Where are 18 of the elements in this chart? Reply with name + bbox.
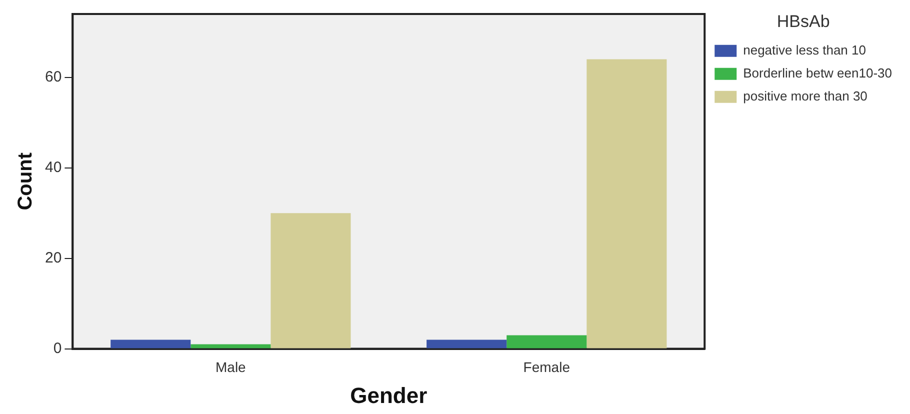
legend-label: positive more than 30 xyxy=(743,88,868,104)
bar xyxy=(190,344,271,348)
bar xyxy=(506,335,587,348)
x-tick-label: Female xyxy=(523,359,570,376)
y-tick-label: 20 xyxy=(44,249,62,266)
bar xyxy=(586,59,667,348)
y-axis-title: Count xyxy=(14,152,37,210)
x-axis-title: Gender xyxy=(350,382,428,408)
bar xyxy=(426,340,507,348)
y-tick-label: 0 xyxy=(53,340,62,357)
x-tick-label: Male xyxy=(215,359,246,376)
bar xyxy=(110,340,191,348)
y-tick-label: 60 xyxy=(44,68,62,86)
bar xyxy=(270,213,351,348)
legend-title: HBsAb xyxy=(776,12,830,32)
y-tick-label: 40 xyxy=(44,158,62,176)
legend-label: negative less than 10 xyxy=(743,42,866,58)
legend-label: Borderline betw een10-30 xyxy=(743,65,892,80)
